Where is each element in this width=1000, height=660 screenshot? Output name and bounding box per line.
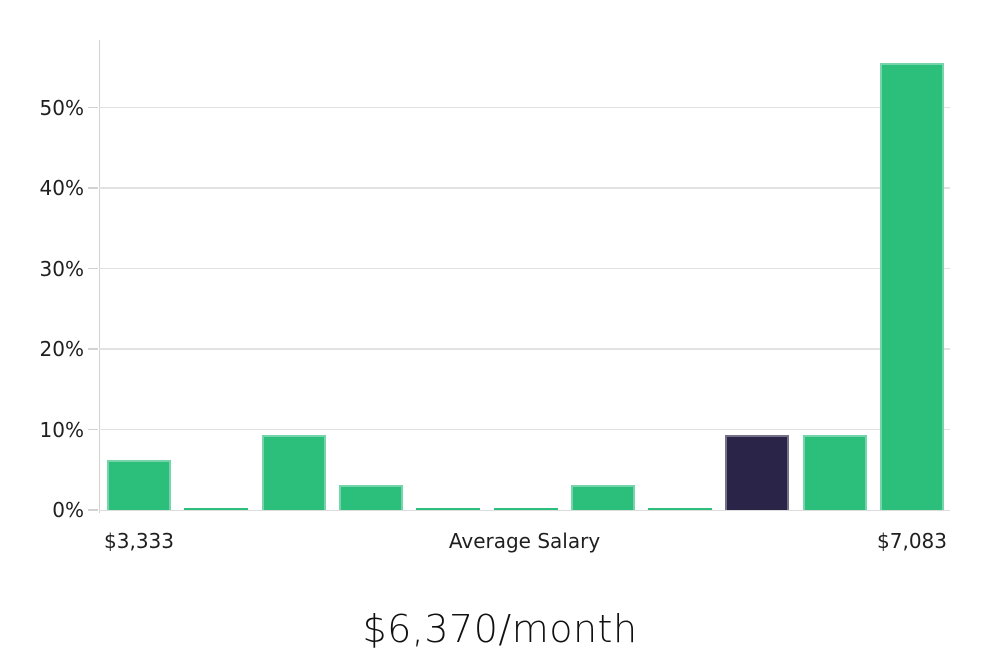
chart-title: $6,370/month <box>362 607 638 651</box>
bar <box>880 62 944 510</box>
y-tick-mark <box>88 267 98 270</box>
bar-highlighted <box>725 435 790 510</box>
bar <box>416 508 481 510</box>
y-tick-mark <box>88 106 98 109</box>
x-axis-label-center: Average Salary <box>448 529 601 553</box>
y-tick-mark <box>88 187 98 189</box>
bar <box>493 508 558 510</box>
y-tick-label: 0% <box>52 498 84 522</box>
y-axis-line <box>98 40 100 513</box>
bar <box>184 508 249 510</box>
bar <box>261 435 326 510</box>
y-tick-label: 50% <box>39 95 84 120</box>
bar <box>570 485 635 510</box>
y-tick-mark <box>88 348 98 350</box>
y-tick-label: 40% <box>39 176 84 201</box>
x-axis-label-max: $7,083 <box>877 529 947 553</box>
gridline <box>99 428 950 431</box>
bar <box>338 485 403 510</box>
x-axis-line <box>99 509 950 511</box>
gridline <box>99 267 950 270</box>
bar <box>648 508 713 510</box>
x-axis-label-min: $3,333 <box>104 529 174 553</box>
gridline <box>99 187 950 189</box>
gridline <box>99 348 950 350</box>
y-tick-label: 20% <box>39 337 84 362</box>
y-tick-mark <box>88 428 98 431</box>
y-tick-label: 10% <box>39 417 84 442</box>
bar <box>107 460 171 510</box>
plot-area <box>99 40 950 511</box>
bar <box>802 435 867 510</box>
y-tick-label: 30% <box>39 256 84 281</box>
gridline <box>99 106 950 109</box>
y-tick-mark <box>88 509 98 511</box>
